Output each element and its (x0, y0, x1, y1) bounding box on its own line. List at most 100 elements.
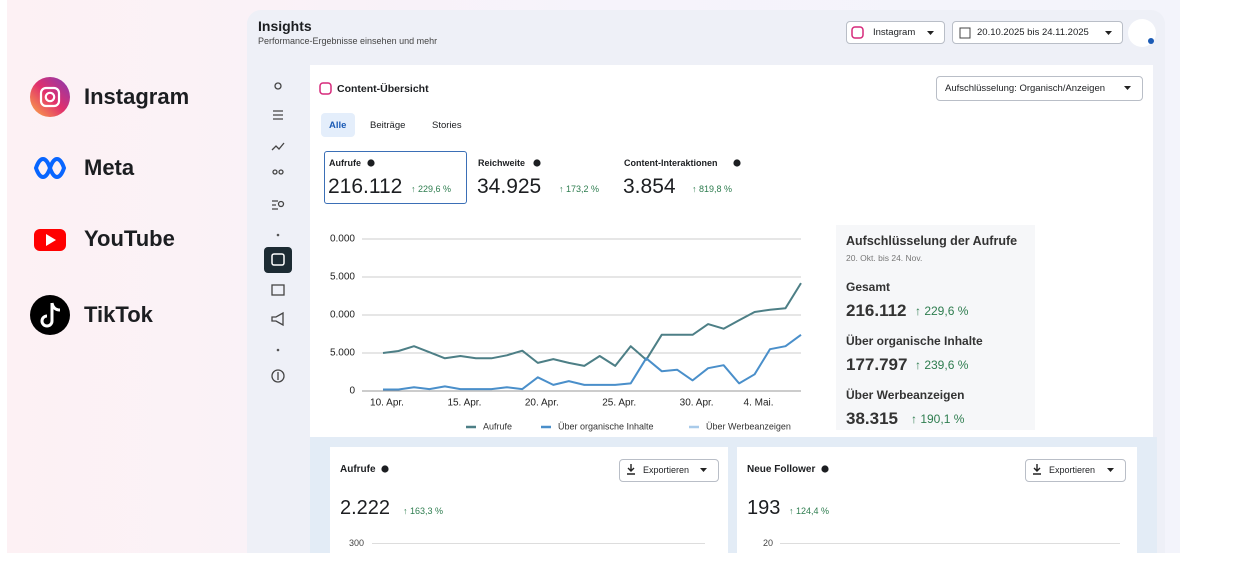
platform-select-label: Instagram (873, 27, 916, 38)
calendar-icon (959, 27, 971, 39)
legend-label: Aufrufe (483, 421, 512, 431)
nav-icon-active (271, 253, 285, 266)
brand-name: YouTube (84, 226, 175, 251)
export-label: Exportieren (643, 465, 690, 475)
breakdown-change: ↑ 190,1 % (911, 412, 965, 426)
nav-dot (276, 348, 280, 352)
tab[interactable]: Alle (329, 120, 347, 131)
nav-icon[interactable] (274, 82, 282, 90)
export-label: Exportieren (1049, 465, 1096, 475)
tab[interactable]: Stories (432, 120, 462, 131)
instagram-icon (319, 82, 332, 95)
metric-card (737, 447, 1137, 553)
breakdown-value: 216.112 (846, 301, 907, 320)
x-tick-label: 10. Apr. (370, 398, 404, 409)
card-title: Aufrufe (340, 464, 376, 475)
export-button[interactable] (619, 459, 719, 482)
x-tick-label: 25. Apr. (602, 398, 636, 409)
brand-name: TikTok (84, 302, 153, 327)
metric-label: Content-Interaktionen (624, 158, 718, 168)
grid-line (372, 543, 705, 544)
metric-value: 34.925 (477, 175, 542, 198)
export-button[interactable] (1025, 459, 1126, 482)
metric-change: ↑ 819,8 % (692, 184, 733, 194)
axis-label: 20 (763, 538, 774, 548)
card-title: Content-Übersicht (337, 83, 429, 95)
metric-label: Aufrufe (329, 158, 361, 168)
nav-icon[interactable] (271, 311, 284, 327)
download-icon (627, 464, 1041, 475)
date-select-label: 20.10.2025 bis 24.11.2025 (977, 27, 1089, 38)
card-title: Neue Follower (747, 464, 816, 475)
breakdown-change: ↑ 229,6 % (915, 304, 969, 318)
y-tick-label: 5.000 (330, 272, 355, 283)
instagram-logo (39, 86, 61, 108)
breakdown-value: 38.315 (846, 409, 898, 428)
series-line (383, 333, 802, 391)
y-tick-label: 0.000 (330, 234, 355, 245)
nav-icon[interactable] (271, 369, 285, 383)
sidebar-icons (271, 82, 285, 383)
grid-line (780, 543, 1120, 544)
metric-change: ↑ 229,6 % (411, 184, 452, 194)
tab-active[interactable] (321, 113, 355, 137)
tab[interactable]: Beiträge (370, 120, 406, 131)
tiktok-logo (30, 295, 70, 335)
breakdown-select[interactable] (936, 76, 1143, 101)
metric-card (330, 447, 728, 553)
metric-change: ↑ 173,2 % (559, 184, 600, 194)
axis-label: 300 (349, 538, 365, 548)
card-change: ↑ 124,4 % (789, 506, 830, 516)
metric-label: Reichweite (478, 158, 526, 168)
breakdown-panel (836, 225, 1035, 430)
nav-icon[interactable] (272, 169, 278, 175)
y-tick-label: 0.000 (330, 310, 355, 321)
brand-name: Instagram (84, 84, 190, 109)
card-value: 2.222 (340, 497, 391, 519)
card-change: ↑ 163,3 % (403, 506, 444, 516)
status-dot (1148, 38, 1154, 44)
brand-icons (30, 77, 70, 335)
metric-value: 216.112 (328, 175, 403, 198)
breakdown-select-label: Aufschlüsselung: Organisch/Anzeigen (945, 83, 1106, 94)
info-icons (367, 159, 829, 473)
instagram-logo (30, 77, 70, 117)
breakdown-label: Über organische Inhalte (846, 334, 983, 348)
nav-icon-active[interactable] (264, 247, 292, 273)
instagram-logo (44, 91, 56, 103)
page-title: Insights (258, 18, 312, 34)
breakdown-label: Über Werbeanzeigen (846, 388, 965, 402)
page-subtitle: Performance-Ergebnisse einsehen und mehr (258, 36, 438, 46)
y-tick-label: 0 (349, 386, 355, 397)
youtube-logo (46, 234, 56, 246)
date-select[interactable] (952, 21, 1123, 44)
breakdown-label: Gesamt (846, 280, 891, 294)
x-tick-label: 30. Apr. (680, 398, 714, 409)
breakdown-value: 177.797 (846, 355, 908, 374)
legend-label: Über organische Inhalte (558, 421, 654, 431)
x-tick-label: 20. Apr. (525, 398, 559, 409)
x-tick-label: 4. Mai. (744, 398, 774, 409)
nav-icon[interactable] (273, 110, 283, 120)
breakdown-change: ↑ 239,6 % (915, 358, 969, 372)
platform-select[interactable] (846, 21, 945, 44)
series-line (382, 282, 802, 367)
legend-label: Über Werbeanzeigen (706, 421, 791, 431)
breakdown-title: Aufschlüsselung der Aufrufe (846, 234, 1018, 248)
nav-icon[interactable] (272, 200, 278, 210)
instagram-icon (851, 26, 864, 39)
brand-name: Meta (84, 155, 135, 180)
nav-icon[interactable] (271, 142, 285, 151)
metric-value: 3.854 (623, 175, 676, 198)
meta-logo (33, 157, 67, 179)
y-tick-label: 5.000 (330, 348, 355, 359)
nav-dot (276, 233, 280, 237)
x-tick-label: 15. Apr. (447, 398, 481, 409)
card-value: 193 (747, 497, 781, 519)
metric-selected[interactable] (324, 151, 467, 204)
tiktok-logo (40, 302, 61, 328)
breakdown-period: 20. Okt. bis 24. Nov. (846, 253, 923, 263)
nav-icon[interactable] (271, 284, 285, 296)
